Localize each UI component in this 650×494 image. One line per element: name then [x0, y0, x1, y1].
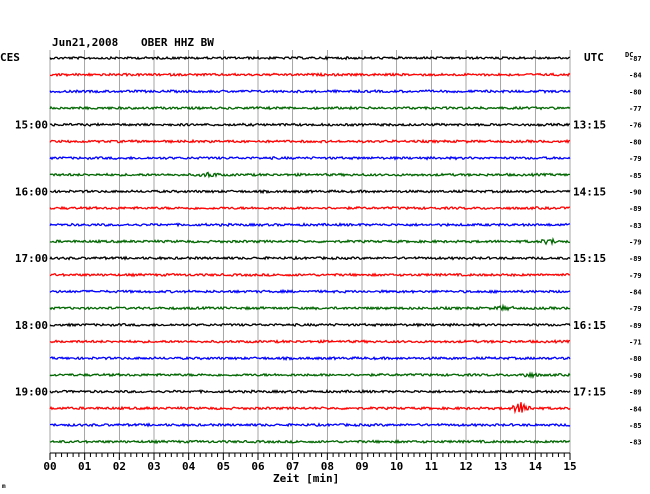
- grid-lines: [49, 50, 571, 454]
- dc-value-label: -79: [629, 155, 642, 163]
- dc-value-label: -84: [629, 405, 642, 413]
- trace-5: [49, 138, 571, 144]
- x-tick-label-15: 15: [563, 460, 576, 473]
- trace-1: [49, 71, 571, 78]
- trace-0: [49, 55, 571, 61]
- right-hour-label: 15:15: [573, 252, 606, 265]
- x-tick-label-06: 06: [251, 460, 265, 473]
- dc-value-label: -80: [629, 138, 642, 146]
- trace-10: [49, 222, 571, 228]
- left-hour-label: 17:00: [15, 252, 48, 265]
- trace-15: [49, 303, 571, 312]
- x-tick-label-05: 05: [217, 460, 230, 473]
- dc-value-label: -85: [629, 172, 642, 180]
- dc-value-label: -87: [629, 55, 642, 63]
- x-tick-label-01: 01: [78, 460, 92, 473]
- station-name: OBER HHZ BW: [141, 36, 214, 49]
- trace-8: [49, 189, 571, 195]
- left-hour-label: 18:00: [15, 319, 48, 332]
- dc-value-label: -89: [629, 255, 642, 263]
- trace-labels: 15:00 16:00 17:00 18:00 19:00 13:15 14:15 15:15…: [15, 55, 642, 447]
- left-timezone-label: CES: [0, 51, 20, 64]
- trace-6: [49, 155, 571, 161]
- x-tick-label-04: 04: [182, 460, 196, 473]
- right-timezone-label: UTC: [584, 51, 604, 64]
- trace-13: [49, 272, 571, 278]
- x-tick-label-00: 00: [43, 460, 56, 473]
- x-tick-label-13: 13: [494, 460, 507, 473]
- x-tick-label-11: 11: [425, 460, 439, 473]
- x-tick-label-14: 14: [529, 460, 543, 473]
- trace-16: [49, 322, 571, 328]
- dc-value-label: -79: [629, 305, 642, 313]
- trace-12: [49, 255, 571, 261]
- left-hour-label: 15:00: [15, 119, 48, 132]
- dc-value-label: -80: [629, 355, 642, 363]
- left-hour-label: 19:00: [15, 386, 48, 399]
- x-tick-label-02: 02: [113, 460, 126, 473]
- trace-4: [49, 122, 571, 128]
- trace-19: [49, 371, 571, 380]
- dc-value-label: -84: [629, 289, 642, 297]
- chart-date: Jun21,2008: [52, 36, 118, 49]
- trace-9: [49, 205, 571, 211]
- dc-value-label: -84: [629, 72, 642, 80]
- dc-value-label: -79: [629, 272, 642, 280]
- dc-value-label: -83: [629, 439, 642, 447]
- trace-14: [49, 288, 571, 295]
- x-tick-label-09: 09: [355, 460, 368, 473]
- x-axis-label: Zeit [min]: [273, 472, 339, 485]
- dc-value-label: -83: [629, 222, 642, 230]
- trace-21: [49, 402, 571, 415]
- trace-17: [49, 338, 571, 345]
- right-hour-label: 14:15: [573, 185, 606, 198]
- trace-7: [49, 171, 571, 179]
- trace-11: [49, 236, 571, 247]
- x-axis: 00 01 02 03 04 05 06 07 08 09 10 11 12 13 14 15: [43, 453, 577, 473]
- dc-value-label: -71: [629, 339, 642, 347]
- trace-22: [49, 422, 571, 428]
- x-tick-label-08: 08: [321, 460, 334, 473]
- trace-group: [49, 55, 571, 445]
- dc-value-label: -79: [629, 238, 642, 246]
- dc-value-label: -76: [629, 122, 642, 130]
- dc-value-label: -85: [629, 422, 642, 430]
- dc-value-label: -77: [629, 105, 642, 113]
- x-tick-label-07: 07: [286, 460, 299, 473]
- dc-header-label: DC: [625, 51, 633, 59]
- trace-20: [49, 388, 571, 395]
- dc-value-label: -89: [629, 322, 642, 330]
- dc-value-label: -89: [629, 205, 642, 213]
- x-tick-label-03: 03: [147, 460, 160, 473]
- dc-value-label: -89: [629, 389, 642, 397]
- dc-value-label: -80: [629, 88, 642, 96]
- trace-18: [49, 355, 571, 361]
- trace-23: [49, 439, 571, 445]
- dc-value-label: -90: [629, 372, 642, 380]
- right-hour-label: 13:15: [573, 119, 606, 132]
- corner-mark: m: [2, 483, 6, 490]
- right-hour-label: 17:15: [573, 386, 606, 399]
- left-hour-label: 16:00: [15, 185, 48, 198]
- trace-3: [49, 105, 571, 111]
- trace-2: [49, 88, 571, 94]
- dc-value-label: -90: [629, 188, 642, 196]
- x-tick-label-12: 12: [459, 460, 472, 473]
- x-tick-label-10: 10: [390, 460, 403, 473]
- right-hour-label: 16:15: [573, 319, 606, 332]
